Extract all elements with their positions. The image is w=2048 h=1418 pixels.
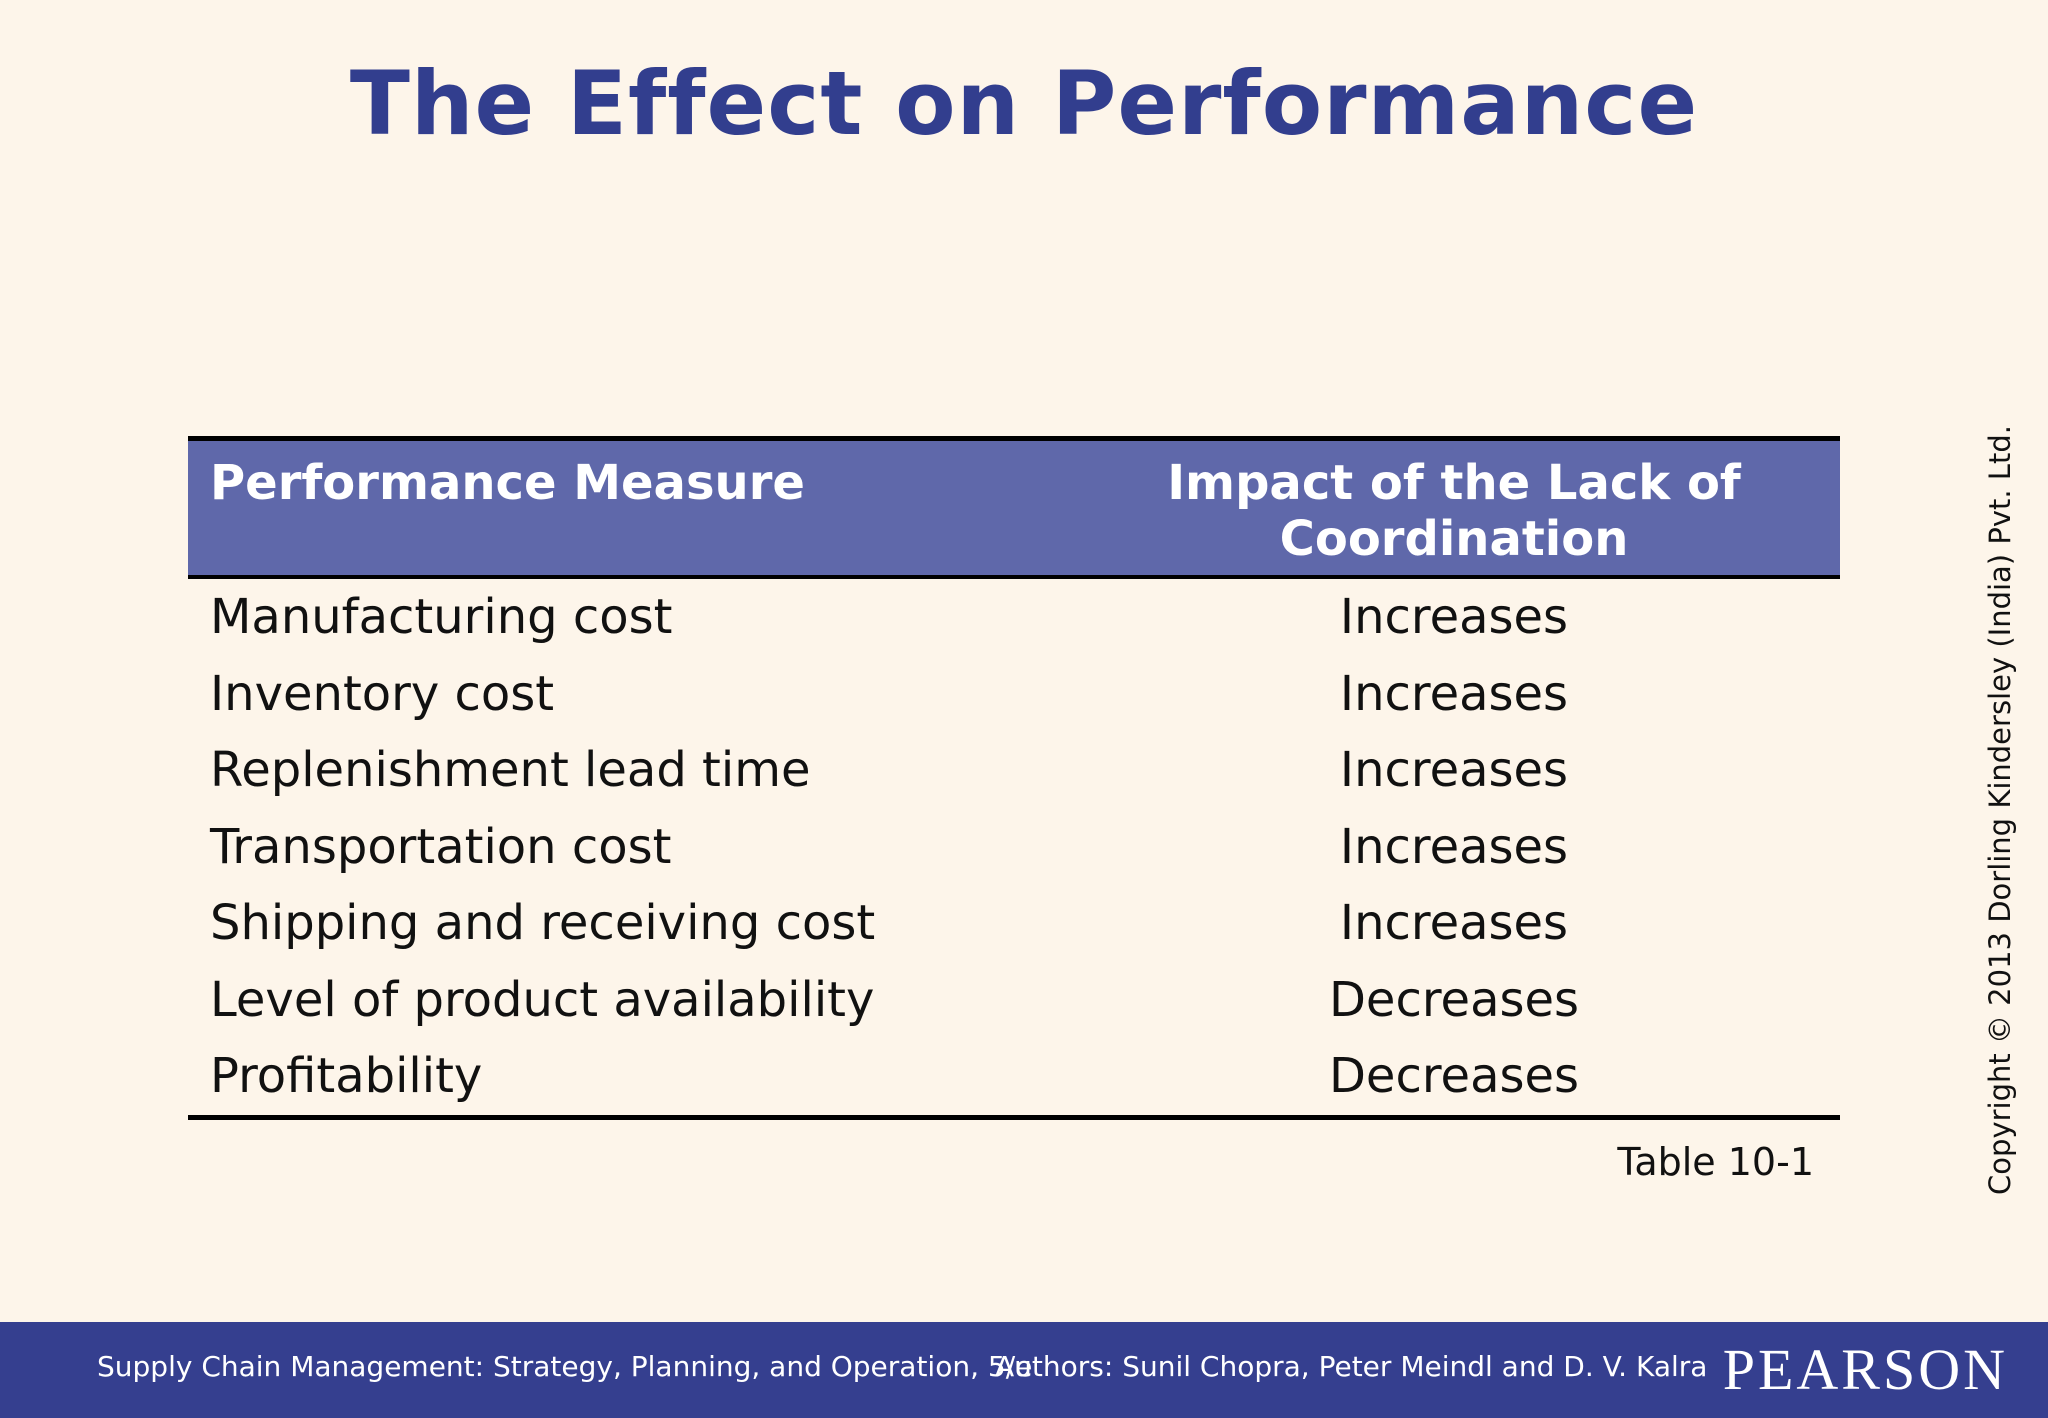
performance-table: Performance Measure Impact of the Lack o… — [188, 436, 1840, 1120]
table-row: Transportation cost Increases — [188, 809, 1840, 886]
header-impact: Impact of the Lack of Coordination — [1167, 455, 1741, 567]
footer-book-title: Supply Chain Management: Strategy, Plann… — [97, 1350, 1033, 1383]
table-header-row: Performance Measure Impact of the Lack o… — [188, 438, 1840, 577]
measure-cell: Transportation cost — [210, 818, 672, 875]
impact-cell: Decreases — [1328, 1048, 1580, 1104]
table-row: Manufacturing cost Increases — [188, 577, 1840, 656]
slide-title: The Effect on Performance — [349, 52, 1699, 155]
footer-bar: Supply Chain Management: Strategy, Plann… — [0, 1322, 2048, 1418]
measure-cell: Shipping and receiving cost — [210, 895, 876, 951]
table-row: Shipping and receiving cost Increases — [188, 885, 1840, 962]
table-caption: Table 10-1 — [1617, 1140, 1814, 1184]
table-row: Inventory cost Increases — [188, 656, 1840, 733]
impact-cell: Increases — [1339, 589, 1569, 645]
measure-cell: Level of product availability — [210, 971, 875, 1028]
impact-cell: Increases — [1339, 665, 1569, 722]
pearson-logo: PEARSON — [1722, 1337, 2008, 1402]
table-row: Level of product availability Decreases — [188, 962, 1840, 1039]
measure-cell: Inventory cost — [210, 665, 555, 722]
impact-cell: Increases — [1339, 818, 1569, 875]
table-row: Profitability Decreases — [188, 1038, 1840, 1117]
performance-table-container: Performance Measure Impact of the Lack o… — [188, 436, 1840, 1120]
copyright-notice: Copyright © 2013 Dorling Kindersley (Ind… — [1983, 425, 2017, 1195]
measure-cell: Manufacturing cost — [210, 589, 673, 645]
impact-cell: Increases — [1339, 895, 1569, 951]
impact-cell: Decreases — [1328, 971, 1580, 1028]
footer-authors: Authors: Sunil Chopra, Peter Meindl and … — [995, 1350, 1708, 1383]
measure-cell: Profitability — [210, 1048, 483, 1104]
impact-cell: Increases — [1339, 742, 1569, 798]
measure-cell: Replenishment lead time — [210, 742, 811, 798]
header-performance-measure: Performance Measure — [210, 455, 805, 511]
table-row: Replenishment lead time Increases — [188, 732, 1840, 809]
